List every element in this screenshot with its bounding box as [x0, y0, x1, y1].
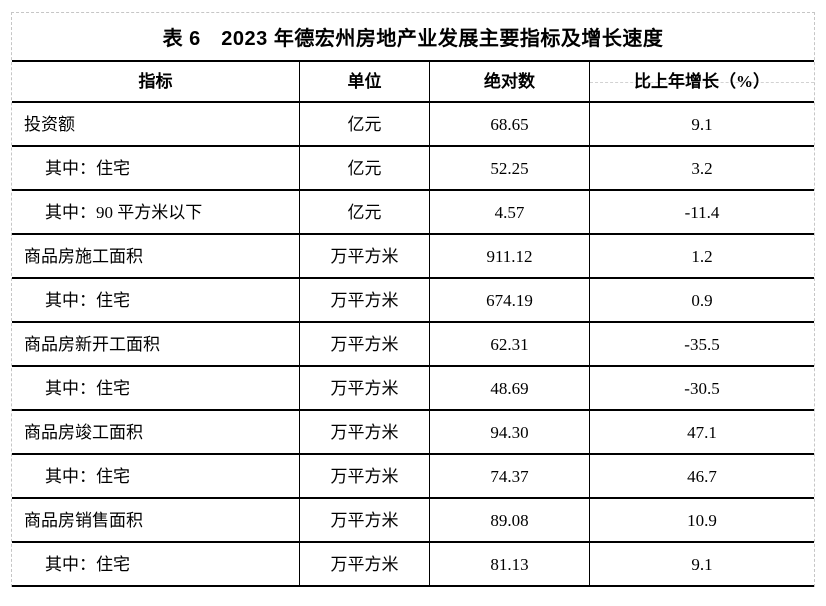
- cell-indicator: 商品房施工面积: [12, 235, 300, 277]
- header-absolute-value: 绝对数: [430, 62, 590, 101]
- cell-growth: 1.2: [691, 246, 713, 266]
- cell-unit: 万平方米: [300, 323, 430, 365]
- cell-growth: -30.5: [684, 378, 720, 398]
- cell-absolute-value: 911.12: [430, 235, 590, 277]
- table-header-row: 指标 单位 绝对数 比上年增长（%）: [12, 62, 814, 103]
- table-row: 其中：住宅 万平方米 674.19 0.9: [12, 279, 814, 323]
- cell-absolute-value: 81.13: [430, 543, 590, 585]
- cell-growth: 0.9: [691, 290, 713, 310]
- header-indicator: 指标: [12, 62, 300, 101]
- cell-indicator: 商品房销售面积: [12, 499, 300, 541]
- cell-indicator: 其中：住宅: [12, 543, 300, 585]
- table-row: 投资额 亿元 68.65 9.1: [12, 103, 814, 147]
- statistics-table: 表 6 2023 年德宏州房地产业发展主要指标及增长速度 指标 单位 绝对数 比…: [11, 12, 815, 587]
- cell-indicator: 其中：住宅: [12, 455, 300, 497]
- cell-indicator: 商品房竣工面积: [12, 411, 300, 453]
- cell-indicator: 其中：住宅: [12, 279, 300, 321]
- table-row: 其中：住宅 万平方米 74.37 46.7: [12, 455, 814, 499]
- cell-absolute-value: 89.08: [430, 499, 590, 541]
- cell-growth: 9.1: [691, 114, 713, 134]
- cell-unit: 亿元: [300, 147, 430, 189]
- table-body: 投资额 亿元 68.65 9.1 其中：住宅 亿元 52.25 3.2 其中：9…: [12, 103, 814, 587]
- cell-growth: 9.1: [691, 554, 713, 574]
- table-row: 其中：住宅 万平方米 48.69 -30.5: [12, 367, 814, 411]
- cell-unit: 万平方米: [300, 543, 430, 585]
- cell-absolute-value: 74.37: [430, 455, 590, 497]
- cell-growth: 47.1: [687, 422, 717, 442]
- cell-unit: 万平方米: [300, 235, 430, 277]
- cell-unit: 万平方米: [300, 279, 430, 321]
- cell-absolute-value: 674.19: [430, 279, 590, 321]
- cell-indicator: 其中：住宅: [12, 367, 300, 409]
- header-growth: 比上年增长（%）: [590, 62, 814, 101]
- cell-absolute-value: 94.30: [430, 411, 590, 453]
- cell-indicator: 其中：住宅: [12, 147, 300, 189]
- cell-absolute-value: 4.57: [430, 191, 590, 233]
- cell-unit: 万平方米: [300, 499, 430, 541]
- cell-absolute-value: 68.65: [430, 103, 590, 145]
- cell-growth: 3.2: [691, 158, 713, 178]
- hidden-gridline: [590, 81, 814, 83]
- cell-unit: 亿元: [300, 103, 430, 145]
- cell-growth: 46.7: [687, 466, 717, 486]
- cell-growth: -11.4: [684, 202, 720, 222]
- table-title: 表 6 2023 年德宏州房地产业发展主要指标及增长速度: [12, 13, 814, 62]
- cell-unit: 万平方米: [300, 455, 430, 497]
- table-row: 其中：住宅 万平方米 81.13 9.1: [12, 543, 814, 587]
- cell-indicator: 商品房新开工面积: [12, 323, 300, 365]
- cell-unit: 万平方米: [300, 411, 430, 453]
- cell-growth: 10.9: [687, 510, 717, 530]
- header-unit: 单位: [300, 62, 430, 101]
- cell-absolute-value: 48.69: [430, 367, 590, 409]
- cell-indicator: 投资额: [12, 103, 300, 145]
- cell-absolute-value: 52.25: [430, 147, 590, 189]
- table-row: 商品房新开工面积 万平方米 62.31 -35.5: [12, 323, 814, 367]
- table-row: 商品房施工面积 万平方米 911.12 1.2: [12, 235, 814, 279]
- header-growth-label: 比上年增长（%）: [634, 72, 770, 91]
- table-row: 其中：90 平方米以下 亿元 4.57 -11.4: [12, 191, 814, 235]
- cell-unit: 万平方米: [300, 367, 430, 409]
- cell-unit: 亿元: [300, 191, 430, 233]
- cell-absolute-value: 62.31: [430, 323, 590, 365]
- cell-indicator: 其中：90 平方米以下: [12, 191, 300, 233]
- table-row: 商品房销售面积 万平方米 89.08 10.9: [12, 499, 814, 543]
- table-row: 其中：住宅 亿元 52.25 3.2: [12, 147, 814, 191]
- table-row: 商品房竣工面积 万平方米 94.30 47.1: [12, 411, 814, 455]
- cell-growth: -35.5: [684, 334, 720, 354]
